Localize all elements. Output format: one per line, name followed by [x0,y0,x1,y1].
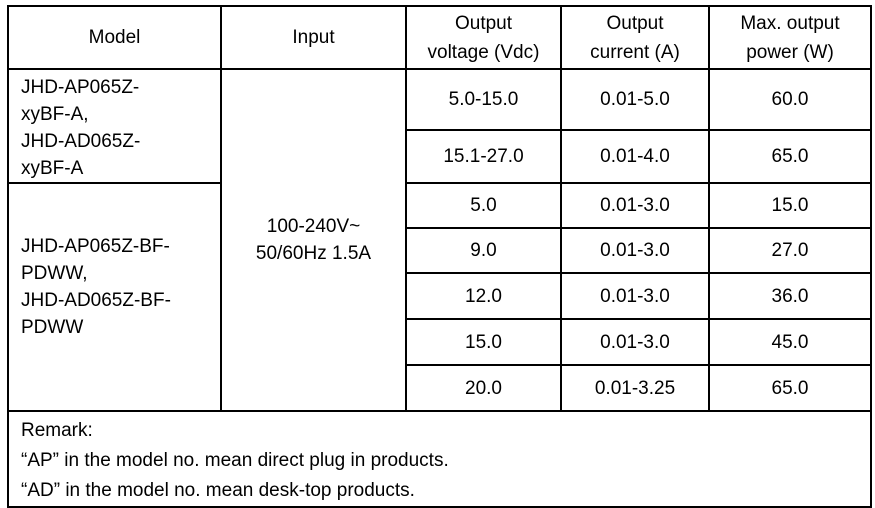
current-cell: 0.01-3.0 [560,182,710,229]
current-cell: 0.01-4.0 [560,129,710,184]
table-row: 15.0 0.01-3.0 45.0 [8,318,872,366]
power-cell: 45.0 [708,318,872,366]
voltage-cell: 12.0 [405,272,562,320]
voltage-cell: 5.0-15.0 [405,67,562,132]
power-cell: 36.0 [708,272,872,320]
header-output-voltage: Output voltage (Vdc) [405,5,562,70]
power-cell: 60.0 [708,67,872,132]
header-model: Model [7,5,222,70]
power-cell: 65.0 [708,129,872,184]
voltage-cell: 15.1-27.0 [405,129,562,184]
header-input: Input [220,5,407,70]
current-cell: 0.01-3.0 [560,318,710,366]
remark-cell: Remark: “AP” in the model no. mean direc… [7,410,872,508]
table-row: 15.1-27.0 0.01-4.0 65.0 [8,129,872,184]
header-output-current: Output current (A) [560,5,710,70]
header-max-power: Max. output power (W) [708,5,872,70]
table-row: JHD-AP065Z- xyBF-A, JHD-AD065Z- xyBF-A 1… [7,67,872,412]
remark-title: Remark: [21,420,93,441]
current-cell: 0.01-3.0 [560,272,710,320]
current-cell: 0.01-3.0 [560,227,710,274]
remark-row: Remark: “AP” in the model no. mean direc… [7,410,872,508]
power-cell: 15.0 [708,182,872,229]
table-row: JHD-AP065Z-BF- PDWW, JHD-AD065Z-BF- PDWW… [7,182,872,412]
current-cell: 0.01-3.25 [560,364,710,412]
power-cell: 27.0 [708,227,872,274]
specs-table: Model Input Output voltage (Vdc) Output cu… [7,5,872,508]
model-cell: JHD-AP065Z-BF- PDWW, JHD-AD065Z-BF- PDWW [7,182,222,412]
remark-line: “AD” in the model no. mean desk-top prod… [21,480,415,501]
voltage-cell: 9.0 [405,227,562,274]
voltage-cell: 15.0 [405,318,562,366]
power-cell: 65.0 [708,364,872,412]
voltage-cell: 5.0 [405,182,562,229]
table-row: 12.0 0.01-3.0 36.0 [8,272,872,320]
current-cell: 0.01-5.0 [560,67,710,132]
table-row: 9.0 0.01-3.0 27.0 [8,227,872,274]
remark-line: “AP” in the model no. mean direct plug i… [21,450,449,471]
table-row: 20.0 0.01-3.25 65.0 [8,364,872,412]
input-cell: 100-240V~ 50/60Hz 1.5A [220,68,407,412]
model-cell: JHD-AP065Z- xyBF-A, JHD-AD065Z- xyBF-A [7,68,222,184]
header-row: Model Input Output voltage (Vdc) Output cu… [7,5,872,70]
voltage-cell: 20.0 [405,364,562,412]
